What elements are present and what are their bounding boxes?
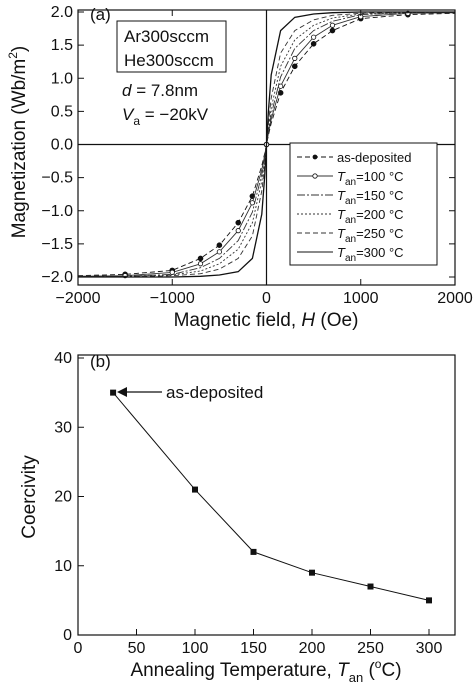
- y-tick-label: 1.5: [51, 37, 73, 54]
- panel-b-y-axis: 0 10 20 30 40: [54, 350, 84, 644]
- panel-a-x-axis: −2000 −1000 0 1000 2000: [56, 10, 473, 307]
- panel-a-y-axis: −2.0 −1.5 −1.0 −0.5 0.0 0.5 1.0 1.5 2.0: [41, 4, 455, 286]
- y-tick-label: 40: [54, 350, 72, 367]
- legend-label: as-deposited: [337, 150, 411, 165]
- y-tick-label: −0.5: [41, 170, 73, 187]
- panel-b-x-axis: 0 50 100 150 200 250 300: [74, 629, 443, 657]
- gas-he-label: He300sccm: [124, 51, 214, 70]
- x-tick-label: 250: [357, 640, 384, 657]
- coercivity-point: [110, 389, 117, 396]
- data-point-circle: [278, 83, 284, 89]
- y-tick-label: 0.5: [51, 103, 73, 120]
- panel-a-magnetization-chart: −2000 −1000 0 1000 2000 −2.0 −1.5 −1.0 −0.5 0.0 0…: [6, 4, 473, 331]
- y-tick-label: 0.0: [51, 137, 73, 154]
- x-tick-label: −1000: [150, 290, 195, 307]
- data-point-circle: [235, 228, 241, 234]
- gas-info-box: [116, 20, 227, 73]
- x-tick-label: 150: [240, 640, 267, 657]
- panel-b-coercivity-series: [110, 389, 432, 604]
- x-tick-label: 200: [299, 640, 326, 657]
- panel-a-label: (a): [90, 5, 111, 24]
- legend-label: Tan=100 °C: [337, 169, 404, 188]
- panel-b-y-axis-title: Coercivity: [19, 455, 40, 539]
- panel-a-hysteresis-curves: [78, 10, 455, 279]
- y-tick-label: −2.0: [41, 269, 73, 286]
- x-tick-label: 100: [182, 640, 209, 657]
- x-tick-label: 0: [74, 640, 83, 657]
- y-tick-label: 20: [54, 489, 72, 506]
- data-point-circle: [216, 249, 222, 255]
- as-deposited-callout: as-deposited: [117, 383, 263, 402]
- legend-marker: [312, 154, 318, 160]
- data-point-circle: [329, 22, 336, 28]
- panel-b-plot-frame: [77, 354, 456, 636]
- legend-label: Tan=300 °C: [337, 245, 404, 264]
- data-point-dot: [197, 255, 204, 262]
- data-point-circle: [292, 55, 298, 61]
- data-point-dot: [291, 63, 298, 70]
- coercivity-point: [367, 583, 374, 590]
- gas-ar-label: Ar300sccm: [124, 27, 209, 46]
- x-tick-label: 300: [416, 640, 443, 657]
- data-point-circle: [197, 261, 204, 267]
- callout-arrow-head: [117, 387, 127, 397]
- coercivity-point: [250, 548, 257, 555]
- x-tick-label: −2000: [56, 290, 101, 307]
- y-tick-label: 0: [63, 627, 72, 644]
- data-point-dot: [329, 27, 336, 34]
- legend-box: [289, 142, 438, 266]
- voltage-annotation: Va = −20kV: [122, 105, 209, 128]
- y-tick-label: 30: [54, 419, 72, 436]
- data-point-circle: [311, 34, 317, 40]
- y-tick-label: 1.0: [51, 70, 73, 87]
- legend-label: Tan=200 °C: [337, 207, 404, 226]
- data-point-dot: [310, 40, 317, 47]
- x-tick-label: 50: [128, 640, 146, 657]
- panel-a-y-axis-title: Magnetization (Wb/m2): [6, 46, 30, 239]
- legend-label: Tan=150 °C: [337, 188, 404, 207]
- legend-label: Tan=250 °C: [337, 226, 404, 245]
- y-tick-label: −1.0: [41, 203, 73, 220]
- hysteresis-curve: [78, 11, 455, 278]
- data-point-dot: [235, 219, 242, 226]
- panel-b-x-axis-title: Annealing Temperature, Tan (oC): [130, 657, 401, 684]
- panel-b-label: (b): [90, 352, 111, 371]
- coercivity-point: [426, 597, 432, 604]
- x-tick-label: 0: [262, 290, 271, 307]
- y-tick-label: −1.5: [41, 236, 73, 253]
- y-tick-label: 2.0: [51, 4, 73, 21]
- coercivity-line: [112, 392, 430, 601]
- coercivity-point: [309, 569, 315, 576]
- thickness-annotation: d = 7.8nm: [122, 81, 198, 100]
- x-tick-label: 2000: [437, 290, 473, 307]
- coercivity-point: [192, 486, 198, 493]
- as-deposited-label: as-deposited: [166, 383, 263, 402]
- y-tick-label: 10: [54, 558, 72, 575]
- x-tick-label: 1000: [343, 290, 379, 307]
- panel-b-coercivity-chart: 0 50 100 150 200 250 300 0 10 20 30 40 (b) as-depo…: [19, 350, 456, 684]
- panel-a-x-axis-title: Magnetic field, H (Oe): [174, 310, 359, 331]
- legend-marker: [312, 173, 318, 179]
- data-point-dot: [216, 242, 223, 249]
